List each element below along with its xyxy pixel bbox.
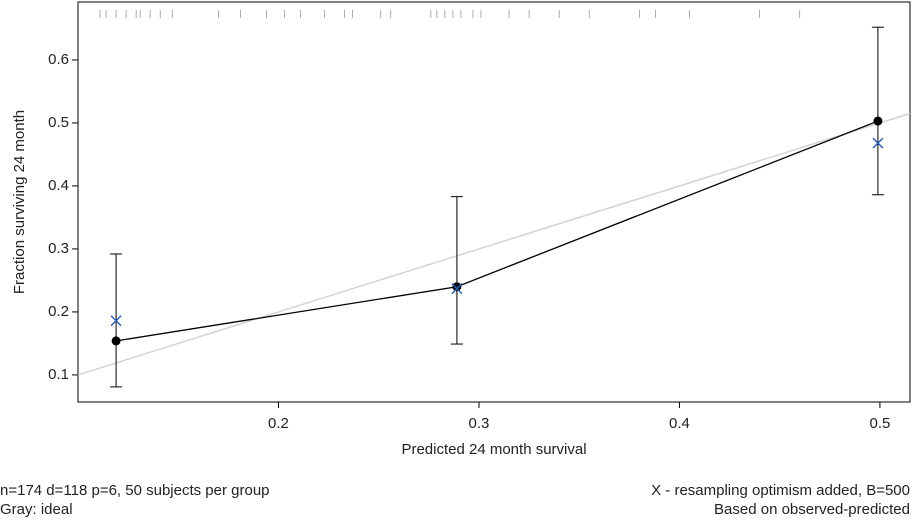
observed-point — [452, 282, 462, 292]
y-tick-label: 0.4 — [48, 177, 69, 194]
y-tick-label: 0.5 — [48, 114, 69, 131]
y-tick-label: 0.6 — [48, 51, 69, 68]
observed-point — [873, 116, 883, 126]
y-tick-label: 0.2 — [48, 303, 69, 320]
y-axis-label: Fraction surviving 24 month — [11, 110, 28, 294]
x-tick-label: 0.5 — [869, 415, 890, 432]
note: X - resampling optimism added, B=500 — [651, 482, 910, 499]
note: n=174 d=118 p=6, 50 subjects per group — [0, 482, 270, 499]
x-tick-label: 0.4 — [669, 415, 690, 432]
observed-line — [115, 120, 879, 342]
x-axis-label: Predicted 24 month survival — [401, 441, 586, 458]
corrected-point — [110, 315, 122, 327]
plot-frame — [77, 1, 911, 403]
y-tick-label: 0.3 — [48, 240, 69, 257]
x-tick-label: 0.2 — [268, 415, 289, 432]
note: Gray: ideal — [0, 501, 73, 518]
y-tick-label: 0.1 — [48, 366, 69, 383]
observed-point — [111, 336, 121, 346]
note: Based on observed-predicted — [714, 501, 910, 518]
corrected-point — [872, 137, 884, 149]
corrected-point — [451, 283, 463, 295]
ideal-line — [77, 112, 911, 376]
x-tick-label: 0.3 — [469, 415, 490, 432]
